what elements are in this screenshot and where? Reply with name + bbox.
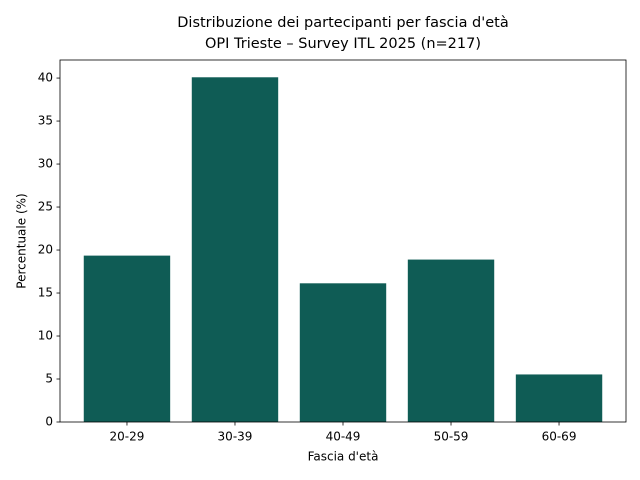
bar: [407, 259, 495, 422]
y-tick-label: 15: [38, 286, 53, 300]
y-tick-label: 10: [38, 329, 53, 343]
y-tick-label: 0: [45, 415, 53, 429]
y-tick-label: 25: [38, 200, 53, 214]
chart-subtitle: OPI Trieste – Survey ITL 2025 (n=217): [205, 36, 481, 52]
x-tick-label: 50-59: [434, 430, 469, 444]
y-axis-label: Percentuale (%): [15, 193, 29, 288]
y-tick-label: 35: [38, 114, 53, 128]
y-tick-label: 5: [45, 372, 53, 386]
chart-title: Distribuzione dei partecipanti per fasci…: [177, 15, 509, 31]
x-tick-label: 40-49: [326, 430, 361, 444]
y-tick-label: 40: [38, 71, 53, 85]
plot-frame: [59, 59, 627, 423]
x-tick-label: 60-69: [542, 430, 577, 444]
y-tick-label: 20: [38, 243, 53, 257]
x-tick-label: 20-29: [110, 430, 145, 444]
y-tick-label: 30: [38, 157, 53, 171]
bar: [83, 255, 171, 422]
x-tick-label: 30-39: [218, 430, 253, 444]
x-axis-label: Fascia d'età: [308, 450, 379, 464]
bar: [191, 77, 279, 422]
bar: [515, 374, 603, 422]
bar: [299, 283, 387, 422]
